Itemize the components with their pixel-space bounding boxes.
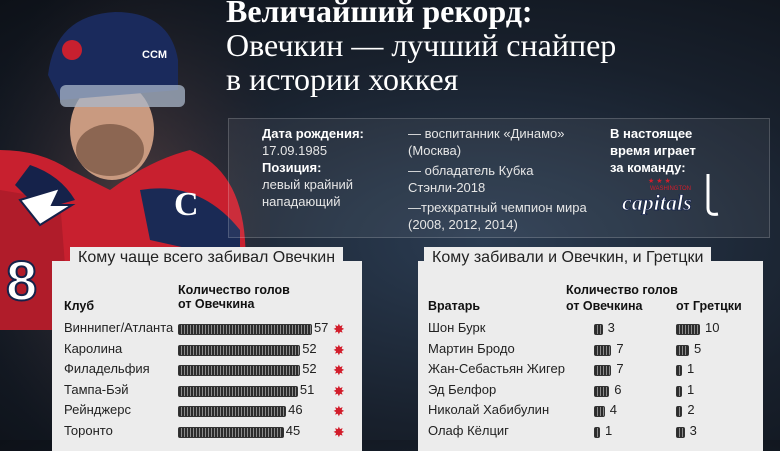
club-name: Рейнджерс [64, 402, 132, 417]
club-name: Филадельфия [64, 361, 150, 376]
achievements-column: — воспитанник «Динамо» (Москва) — облада… [408, 125, 598, 236]
goals-bar [178, 426, 284, 438]
goals-column-header: Количество голов от Овечкина [178, 283, 290, 311]
ovechkin-goals-bar [594, 324, 603, 335]
birth-value: 17.09.1985 [262, 143, 328, 158]
ovechkin-goals-value: 7 [616, 361, 624, 376]
svg-text:capitals: capitals [622, 190, 692, 215]
goalie-name: Шон Бурк [428, 320, 486, 335]
team-label: В настоящее [610, 126, 693, 141]
goals-value: 45 [285, 422, 301, 438]
goals-bar [178, 365, 301, 376]
club-column-header: Клуб [64, 299, 95, 313]
headline: Величайший рекорд: Овечкин — лучший снай… [226, 0, 616, 96]
position-label: Позиция: [262, 160, 322, 175]
capitals-logo: ★ ★ ★ WASHINGTON capitals [622, 174, 719, 216]
goalies-panel-title: Кому забивали и Овечкин, и Гретцки [424, 247, 712, 269]
ovechkin-goals-bar [594, 344, 612, 356]
ovechkin-goals-value: 3 [607, 320, 615, 335]
svg-text:CCM: CCM [142, 49, 167, 61]
team-label: время играет [610, 143, 696, 158]
svg-text:★ ★ ★: ★ ★ ★ [648, 177, 671, 185]
headline-line-2: Овечкин — лучший снайпер [226, 27, 617, 63]
goals-bar [178, 344, 301, 356]
svg-text:WASHINGTON: WASHINGTON [650, 186, 691, 192]
goalie-name: Олаф Кёлциг [428, 422, 509, 438]
goals-value: 57 [313, 320, 329, 335]
club-name: Каролина [64, 340, 123, 356]
gretzky-goals-bar [676, 406, 683, 417]
club-name: Тампа-Бэй [64, 381, 129, 397]
star-icon: ✸ [333, 321, 345, 337]
ovechkin-goals-value: 1 [605, 422, 613, 438]
club-name: Виннипег/Атланта [64, 320, 174, 335]
gretzky-column-header: от Гретцки [676, 299, 742, 313]
ovechkin-goals-bar [594, 406, 605, 417]
gretzky-goals-value: 1 [687, 381, 695, 397]
headline-line-3: в истории хоккея [226, 61, 459, 97]
gretzky-goals-bar [676, 365, 682, 376]
gretzky-goals-bar [676, 385, 682, 397]
team-label: за команду: [610, 160, 686, 175]
info-box [228, 118, 770, 238]
goals-value: 46 [288, 402, 303, 417]
gretzky-goals-value: 1 [687, 361, 695, 376]
gretzky-goals-value: 5 [694, 340, 702, 356]
gretzky-goals-value: 2 [687, 402, 695, 417]
achievement-item: — воспитанник «Динамо» (Москва) [408, 126, 565, 158]
position-value: нападающий [262, 194, 341, 209]
goals-value: 52 [302, 361, 317, 376]
goals-bar [178, 385, 298, 397]
goals-bar [178, 324, 312, 335]
gretzky-goals-bar [676, 324, 700, 335]
achievement-item: —трехкратный чемпион мира (2008, 2012, 2… [408, 200, 587, 232]
goals-column-header: Количество голов [566, 283, 678, 297]
birth-label: Дата рождения: [262, 126, 364, 141]
goals-value: 52 [302, 340, 317, 356]
ovechkin-column-header: от Овечкина [566, 299, 643, 313]
ovechkin-goals-value: 7 [616, 340, 624, 356]
goals-bar [178, 406, 287, 417]
gretzky-goals-bar [676, 426, 685, 438]
clubs-panel-title: Кому чаще всего забивал Овечкин [70, 247, 344, 269]
star-icon: ✸ [333, 403, 345, 419]
goalies-panel [418, 261, 763, 451]
team-column: В настоящее время играет за команду: [610, 125, 770, 176]
goalie-name: Николай Хабибулин [428, 402, 550, 417]
goalie-name: Мартин Бродо [428, 340, 515, 356]
ovechkin-goals-bar [594, 385, 610, 397]
star-icon: ✸ [333, 382, 345, 399]
goalie-name: Эд Белфор [428, 381, 497, 397]
achievement-item: — обладатель Кубка Стэнли-2018 [408, 163, 534, 195]
bio-column: Дата рождения: 17.09.1985 Позиция: левый… [262, 125, 364, 210]
goalie-name: Жан-Себастьян Жигер [428, 361, 565, 376]
star-icon: ✸ [333, 362, 345, 378]
star-icon: ✸ [333, 341, 345, 358]
gretzky-goals-bar [676, 344, 689, 356]
ovechkin-goals-value: 6 [614, 381, 622, 397]
position-value: левый крайний [262, 177, 354, 192]
svg-text:C: C [174, 186, 199, 223]
gretzky-goals-value: 3 [689, 422, 697, 438]
ovechkin-goals-bar [594, 365, 612, 376]
star-icon: ✸ [333, 423, 345, 440]
clubs-panel [52, 261, 362, 451]
goalie-column-header: Вратарь [428, 299, 481, 313]
goals-value: 51 [299, 381, 315, 397]
ovechkin-goals-value: 4 [609, 402, 618, 417]
headline-line-1: Величайший рекорд: [226, 0, 533, 29]
ovechkin-goals-bar [594, 426, 600, 438]
gretzky-goals-value: 10 [705, 320, 720, 335]
svg-text:8: 8 [6, 249, 37, 312]
club-name: Торонто [64, 422, 113, 438]
